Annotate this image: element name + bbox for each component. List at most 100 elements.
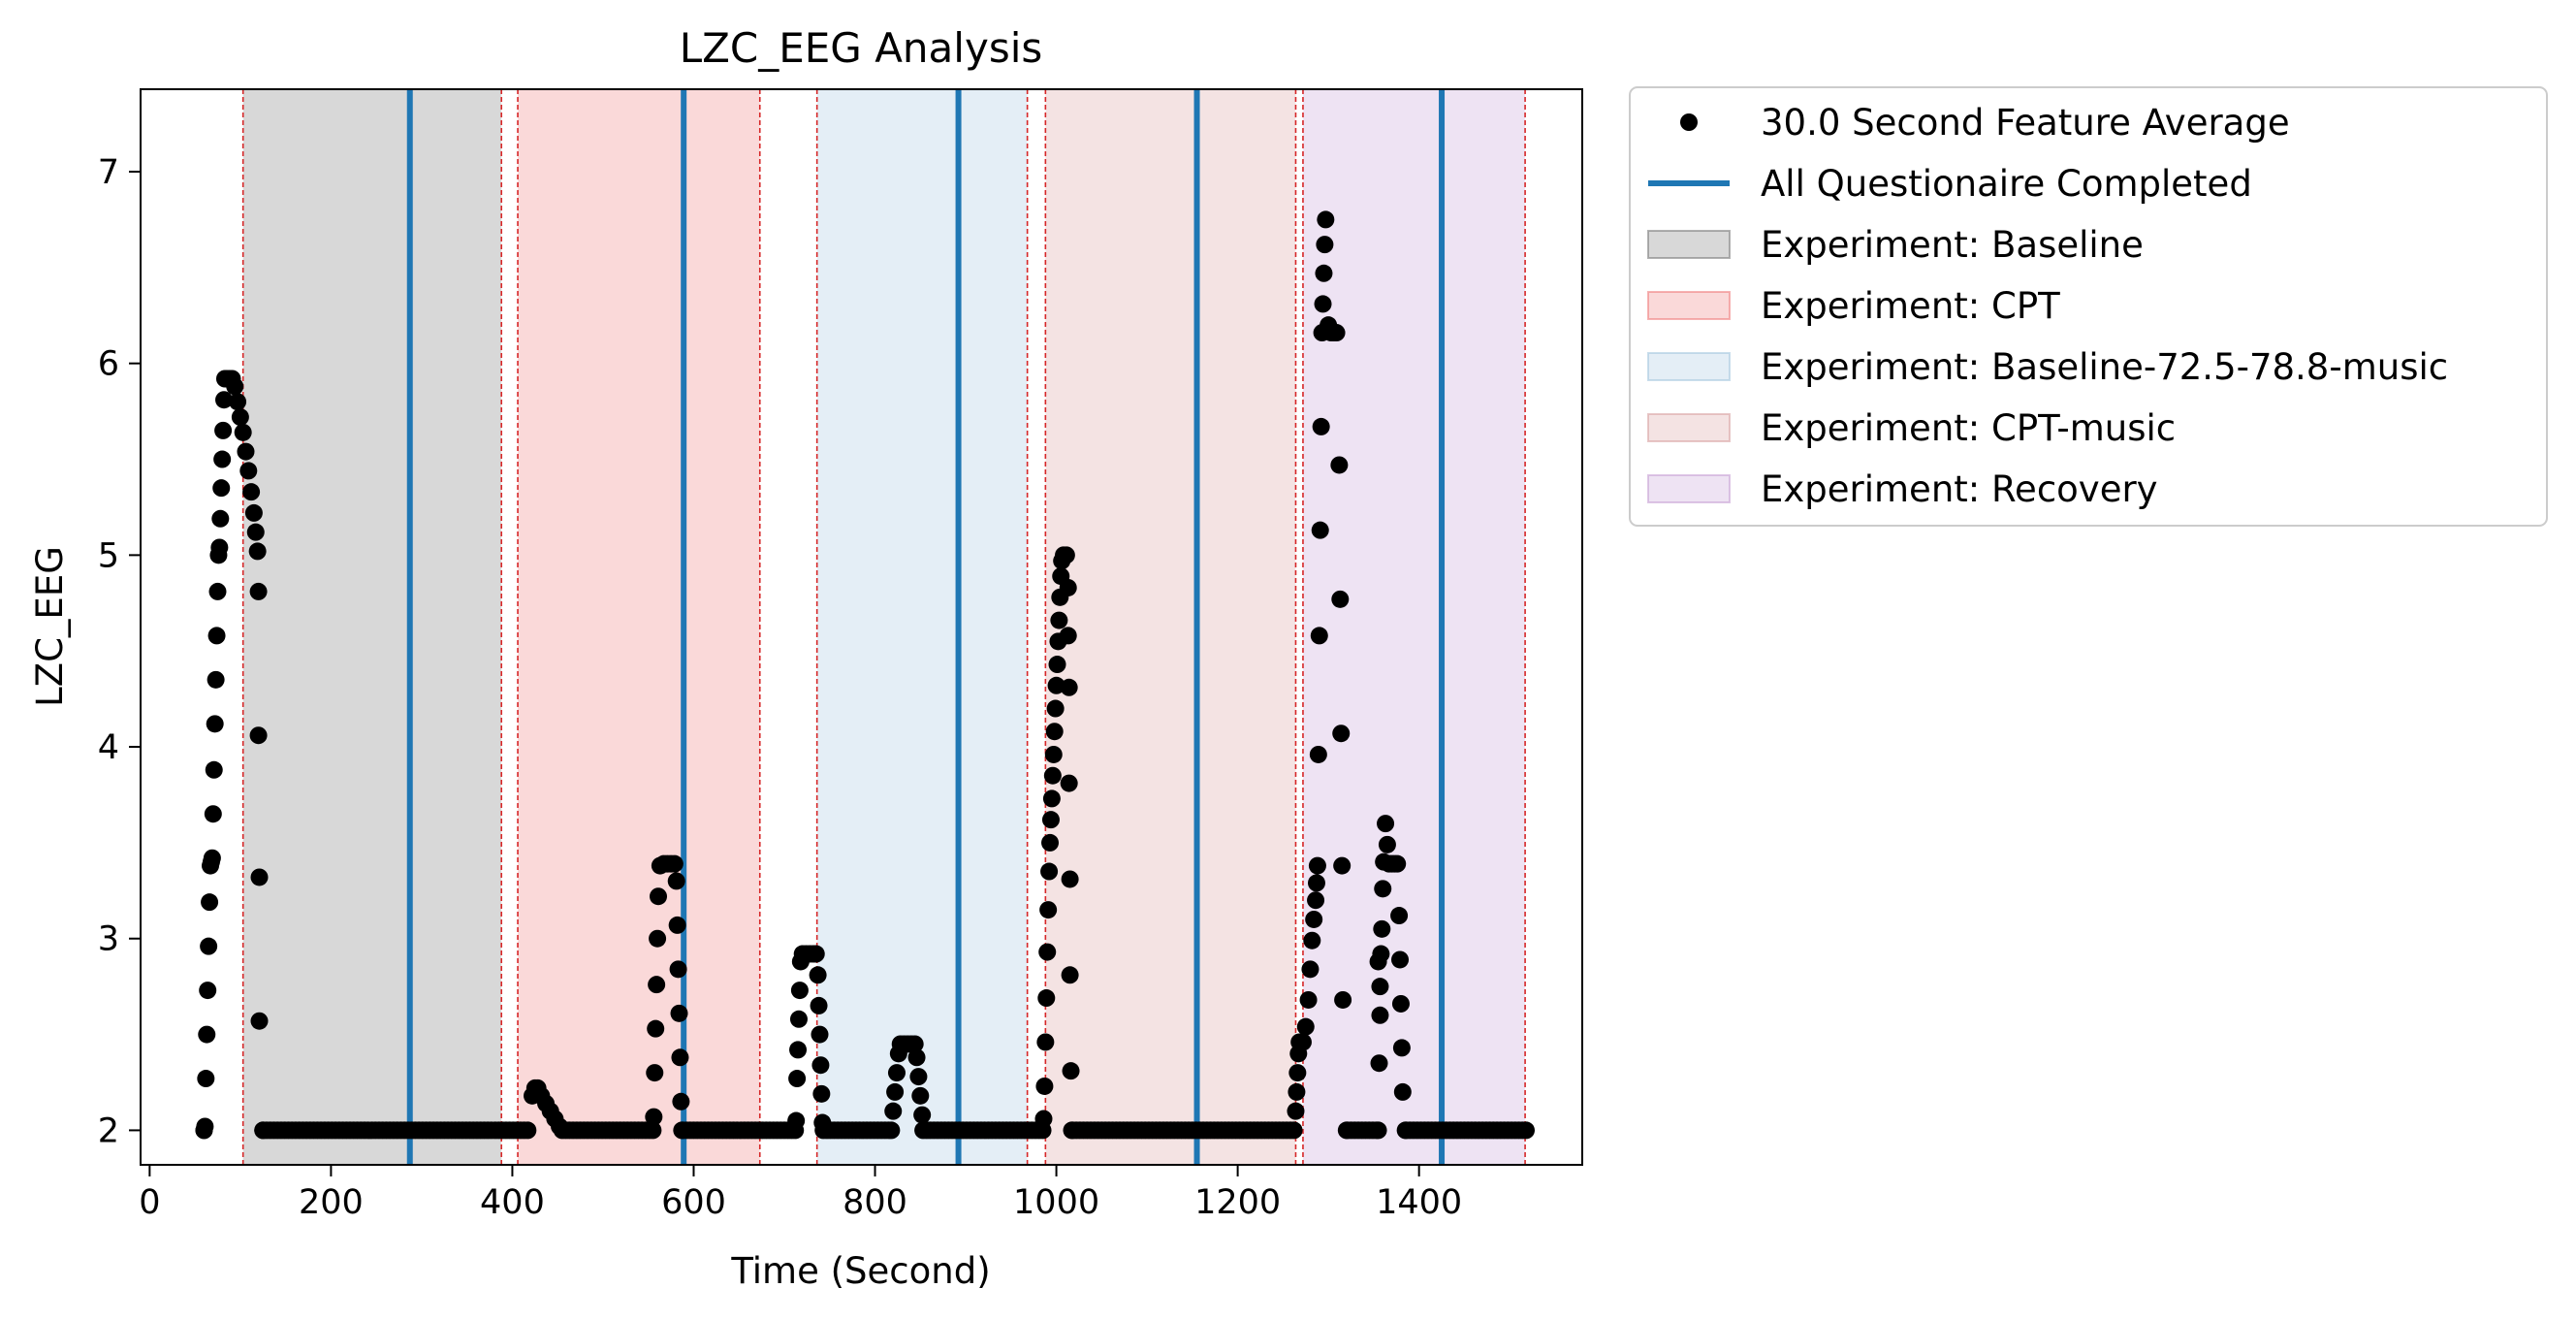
data-point	[1061, 870, 1079, 888]
data-point	[1317, 210, 1335, 229]
data-point	[911, 1086, 930, 1105]
data-point	[1373, 919, 1391, 938]
data-point	[1046, 699, 1065, 718]
legend-item-baseline-music: Experiment: Baseline-72.5-78.8-music	[1647, 346, 2448, 388]
x-tick-label: 600	[661, 1183, 726, 1222]
data-point	[1041, 833, 1060, 852]
data-point	[887, 1064, 906, 1082]
data-point	[1334, 990, 1352, 1009]
data-point	[673, 1121, 691, 1140]
data-point	[215, 391, 234, 409]
x-axis-label: Time (Second)	[730, 1250, 990, 1292]
data-point	[208, 582, 227, 600]
data-point	[1316, 236, 1334, 254]
y-tick-label: 6	[98, 345, 119, 384]
x-axis-ticks: 0 200 400 600 800 1000 1200 1400	[139, 1165, 1462, 1222]
legend-label: Experiment: Baseline	[1761, 224, 2144, 266]
data-point	[1311, 521, 1329, 539]
data-point	[1388, 854, 1407, 873]
legend-patch	[1647, 413, 1731, 442]
data-point	[807, 945, 825, 963]
data-point	[1370, 1054, 1388, 1073]
data-point	[249, 726, 268, 745]
data-point	[1040, 862, 1059, 881]
legend-patch	[1647, 230, 1731, 259]
data-point	[644, 1121, 662, 1140]
span-recovery	[1302, 89, 1526, 1165]
data-point	[1396, 1121, 1415, 1140]
data-point	[1063, 1121, 1081, 1140]
legend-item-points: 30.0 Second Feature Average	[1680, 102, 2290, 144]
data-point	[244, 503, 263, 522]
data-point	[1062, 1062, 1080, 1080]
data-point	[809, 966, 827, 984]
y-tick-label: 5	[98, 536, 119, 575]
span-baseline-music	[816, 89, 1028, 1165]
data-point	[1371, 1006, 1389, 1024]
data-point	[669, 960, 687, 979]
span-cpt	[518, 89, 760, 1165]
data-point	[1299, 990, 1318, 1009]
data-point	[1059, 578, 1077, 596]
data-point	[1333, 856, 1352, 875]
data-point	[1315, 264, 1333, 282]
data-point	[1393, 1082, 1412, 1101]
data-point	[1330, 456, 1349, 474]
legend-item-recovery: Experiment: Recovery	[1647, 468, 2158, 510]
data-point	[211, 509, 230, 528]
data-point	[1288, 1082, 1306, 1101]
data-point	[649, 929, 667, 948]
data-point	[790, 982, 809, 1000]
legend-marker	[1680, 113, 1698, 131]
data-point	[907, 1048, 926, 1067]
data-point	[1369, 952, 1387, 971]
legend-item-questionnaire: All Questionaire Completed	[1648, 163, 2252, 205]
experiment-boundaries	[241, 89, 1526, 1165]
data-point	[668, 916, 686, 934]
data-point	[1369, 1121, 1387, 1140]
data-points	[195, 210, 1536, 1140]
data-point	[672, 1092, 690, 1111]
data-point	[205, 760, 223, 779]
data-point	[1377, 815, 1395, 833]
questionnaire-lines	[406, 89, 1446, 1165]
data-point	[239, 462, 258, 480]
data-point	[1288, 1064, 1307, 1082]
data-point	[670, 1004, 688, 1022]
data-point	[1037, 989, 1056, 1008]
data-point	[207, 670, 225, 689]
data-point	[1060, 774, 1078, 792]
data-point	[229, 393, 247, 411]
data-point	[1287, 1102, 1305, 1120]
data-point	[1327, 324, 1346, 342]
data-point	[909, 1068, 928, 1086]
data-point	[1041, 811, 1060, 829]
data-point	[913, 1106, 932, 1124]
data-point	[210, 538, 229, 557]
data-point	[237, 442, 255, 461]
x-tick-label: 400	[480, 1183, 545, 1222]
data-point	[1391, 950, 1410, 969]
data-point	[882, 1121, 901, 1140]
x-tick-label: 1000	[1013, 1183, 1099, 1222]
legend-label: Experiment: CPT	[1761, 285, 2060, 327]
data-point	[197, 1070, 215, 1088]
legend-patch	[1647, 352, 1731, 381]
data-point	[250, 868, 269, 886]
y-tick-label: 3	[98, 920, 119, 959]
data-point	[810, 996, 828, 1014]
legend-label: Experiment: Baseline-72.5-78.8-music	[1761, 346, 2448, 388]
data-point	[1045, 723, 1064, 741]
span-baseline	[242, 89, 502, 1165]
data-point	[198, 1025, 216, 1044]
data-point	[195, 1121, 213, 1140]
data-point	[1517, 1121, 1536, 1140]
legend-label: All Questionaire Completed	[1761, 163, 2252, 205]
data-point	[551, 1117, 569, 1136]
data-point	[647, 1019, 665, 1038]
legend-label: Experiment: CPT-music	[1761, 407, 2176, 449]
data-point	[1059, 627, 1077, 645]
span-cpt-music	[1045, 89, 1296, 1165]
data-point	[201, 893, 219, 912]
